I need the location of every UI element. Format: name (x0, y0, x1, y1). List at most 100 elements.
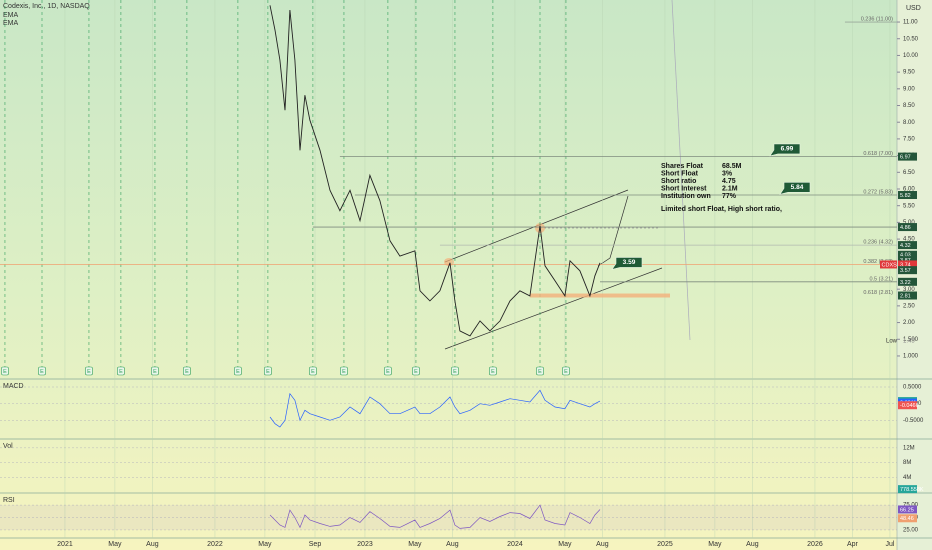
earnings-marker (309, 366, 317, 376)
callout-box (779, 182, 811, 195)
earnings-label: E (386, 369, 390, 375)
earnings-label: E (266, 369, 270, 375)
pane-title: MACD (3, 383, 24, 390)
y-tick-label: 1.000 (903, 354, 919, 360)
price-tag (898, 241, 917, 250)
level-band (529, 293, 670, 298)
info-note: Limited short Float, High short ratio, (661, 206, 782, 213)
earnings-marker (489, 366, 497, 376)
info-value: 77% (722, 193, 737, 200)
x-tick-label: Aug (746, 541, 759, 548)
earnings-marker (1, 366, 9, 376)
price-tag-label: 5.82 (900, 193, 911, 199)
earnings-label: E (342, 369, 346, 375)
price-axis-bg (897, 0, 932, 550)
y-tick-label: 10.50 (903, 36, 919, 42)
x-tick-label: May (258, 541, 272, 548)
y-tick-label: 8.00 (903, 120, 915, 126)
earnings-label: E (538, 369, 542, 375)
callout-label: 6.99 (781, 146, 794, 153)
info-key: Short Float (661, 170, 699, 177)
x-tick-label: 2022 (207, 541, 223, 548)
level-label: 0.618 (7.00) (863, 151, 893, 157)
price-tag-label: 3.22 (900, 280, 911, 286)
earnings-marker (451, 366, 459, 376)
x-tick-label: May (558, 541, 572, 548)
currency: USD (906, 5, 921, 12)
x-tick-label: Aug (446, 541, 459, 548)
x-tick-label: 2024 (507, 541, 523, 548)
x-tick-label: 2021 (57, 541, 73, 548)
earnings-label: E (564, 369, 568, 375)
earnings-marker (384, 366, 392, 376)
x-tick-label: 2026 (807, 541, 823, 548)
macd-line (269, 389, 601, 428)
price-tag (898, 260, 917, 269)
earnings-label: E (311, 369, 315, 375)
earnings-marker (340, 366, 348, 376)
y-tick-label: 1.500 (903, 337, 919, 343)
price-tag (898, 250, 917, 259)
level-label: 0.272 (5.83) (863, 189, 893, 195)
earnings-marker (183, 366, 191, 376)
price-tag-label: 66.25 (900, 507, 914, 513)
pane-title: RSI (3, 497, 15, 504)
pane-tick-label: 8M (903, 460, 911, 466)
earnings-label: E (414, 369, 418, 375)
x-tick-label: Aug (146, 541, 159, 548)
y-tick-label: 7.50 (903, 136, 915, 142)
price-tag-label: 6.97 (900, 155, 911, 161)
price-tag (898, 514, 917, 523)
rsi-band (0, 505, 897, 530)
price-tag-label: 4.32 (900, 243, 911, 249)
y-tick-label: 4.50 (903, 237, 915, 243)
price-tag-label: 2.81 (900, 293, 911, 299)
y-tick-label: 9.50 (903, 70, 915, 76)
x-tick-label: May (108, 541, 122, 548)
pane-tick-label: 12M (903, 445, 915, 451)
price-line (269, 5, 601, 337)
info-key: Short ratio (661, 178, 696, 185)
pivot-highlight (444, 258, 454, 266)
y-tick-label: 6.50 (903, 170, 915, 176)
indicator-label: EMA (3, 20, 19, 27)
low-label: Low (886, 339, 898, 345)
indicator-label: EMA (3, 12, 19, 19)
price-tag (898, 191, 917, 200)
earnings-marker (536, 366, 544, 376)
price-tag (898, 152, 917, 161)
y-tick-label: 5.50 (903, 203, 915, 209)
y-tick-label: 10.00 (903, 53, 919, 59)
level-label: 0.5 (3.21) (869, 276, 893, 282)
pane-tick-label: 0.5000 (903, 385, 922, 391)
price-tag (898, 505, 917, 514)
y-tick-label: 3.00 (903, 287, 915, 293)
y-tick-label: 8.50 (903, 103, 915, 109)
info-value: 4.75 (722, 178, 736, 185)
info-value: 68.5M (722, 163, 742, 170)
symbol-tag (880, 260, 897, 269)
y-tick-label: 5.00 (903, 220, 915, 226)
price-tag-label: 48.46 (900, 516, 914, 522)
info-value: 3% (722, 170, 733, 177)
callout-box (611, 257, 643, 270)
level-label: 0.236 (4.32) (863, 240, 893, 246)
x-tick-label: May (408, 541, 422, 548)
x-tick-label: 2025 (657, 541, 673, 548)
level-label: 0.236 (11.00) (861, 16, 893, 22)
x-tick-label: 2023 (357, 541, 373, 548)
earnings-label: E (185, 369, 189, 375)
callout-label: 3.59 (623, 259, 636, 266)
price-tag (898, 256, 917, 265)
y-tick-label: 2.50 (903, 303, 915, 309)
earnings-marker (38, 366, 46, 376)
x-tick-label: Apr (847, 541, 859, 548)
price-tag (898, 401, 917, 410)
price-tag (898, 291, 917, 300)
pane-title: Vol (3, 443, 13, 450)
price-tag-label: 778.558K (900, 487, 924, 493)
rsi-line (269, 504, 601, 529)
